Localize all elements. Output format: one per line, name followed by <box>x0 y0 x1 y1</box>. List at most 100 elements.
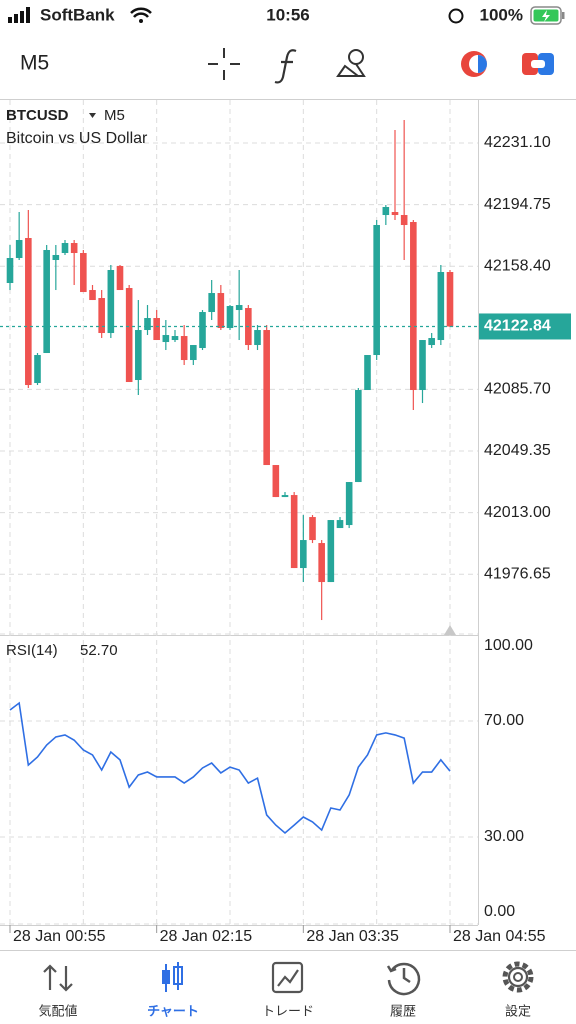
candle-body <box>15 240 23 259</box>
y-tick-label: 42049.35 <box>484 442 551 459</box>
candle-body <box>327 520 335 583</box>
y-tick-label: 42085.70 <box>484 381 551 398</box>
candle-body <box>34 355 41 384</box>
candle-body <box>217 293 225 329</box>
candle-body <box>290 495 298 569</box>
y-tick-label: 0.00 <box>484 903 515 920</box>
candle-body <box>52 255 60 261</box>
lock-icon <box>448 8 464 24</box>
tab-label[interactable]: 履歴 <box>390 1003 416 1018</box>
y-tick-label: 42194.75 <box>484 196 551 213</box>
candle-body <box>410 222 417 391</box>
candle-body <box>364 355 371 391</box>
y-tick-label: 100.00 <box>484 637 533 654</box>
candle-body <box>345 482 353 526</box>
timeframe-button[interactable]: M5 <box>20 52 49 75</box>
y-tick-label: 42231.10 <box>484 134 551 151</box>
candle-body <box>391 212 399 216</box>
candle-body <box>61 243 69 254</box>
chart-timeframe: M5 <box>104 107 125 124</box>
candle-body <box>190 345 197 361</box>
candle-body <box>80 253 87 293</box>
candle-body <box>318 543 325 583</box>
candle-body <box>116 266 124 291</box>
trade-button[interactable] <box>522 53 554 75</box>
candle-body <box>355 390 362 483</box>
candle-body <box>25 238 32 386</box>
candle-body <box>125 288 133 383</box>
signal-bar <box>26 7 30 23</box>
symbol-description: Bitcoin vs US Dollar <box>6 130 148 147</box>
carrier: SoftBank <box>40 5 115 24</box>
candle-body <box>98 298 105 334</box>
x-tick-label: 28 Jan 00:55 <box>13 928 106 945</box>
indicator-value: 52.70 <box>80 642 118 659</box>
candle-body <box>89 290 96 301</box>
candle-body <box>309 517 316 541</box>
candle-body <box>400 215 408 226</box>
y-tick-label: 30.00 <box>484 828 524 845</box>
candle-body <box>199 312 206 349</box>
clock: 10:56 <box>266 5 309 24</box>
charging-icon <box>542 10 550 22</box>
rsi-line <box>9 701 451 834</box>
tab-label[interactable]: チャート <box>147 1003 199 1018</box>
current-price-box <box>479 313 571 340</box>
dropdown-arrow[interactable] <box>89 113 96 118</box>
candle-body <box>254 330 261 346</box>
candle-body <box>144 318 151 331</box>
candle-body <box>281 495 289 498</box>
battery-percent: 100% <box>480 5 523 24</box>
toolbar: M5 <box>20 48 554 84</box>
battery-icon <box>530 6 562 25</box>
candle-body <box>235 305 243 311</box>
candle-body <box>446 272 454 327</box>
y-tick-label: 70.00 <box>484 712 524 729</box>
tab-icon <box>271 961 304 994</box>
chart-frame <box>0 99 576 951</box>
candle-body <box>6 258 14 284</box>
candle-body <box>70 243 78 254</box>
candle-body <box>373 225 380 356</box>
signal-bar <box>20 11 24 23</box>
tab-label[interactable]: トレード <box>262 1003 314 1018</box>
tab-icon <box>386 962 421 996</box>
candle-body <box>171 336 179 341</box>
wifi-icon <box>130 7 152 18</box>
candle-body <box>419 340 426 391</box>
x-tick-label: 28 Jan 03:35 <box>306 928 399 945</box>
tab-label[interactable]: 設定 <box>505 1003 531 1018</box>
candle-body <box>43 250 50 354</box>
candle-body <box>107 270 115 334</box>
battery-icon <box>562 12 565 19</box>
indicator-title: RSI(14) <box>6 642 58 659</box>
current-price-label: 42122.84 <box>484 318 551 335</box>
signal-bar <box>14 14 18 23</box>
tab-label[interactable]: 気配値 <box>38 1003 77 1018</box>
wifi-icon <box>139 19 143 23</box>
candle-body <box>272 465 280 498</box>
plot-layer: 28 Jan 00:55 28 Jan 02:15 28 Jan 03:35 28 J… <box>0 100 571 945</box>
y-tick-label: 41976.65 <box>484 565 551 582</box>
objects-button[interactable] <box>336 49 366 77</box>
tab-icon <box>502 961 534 993</box>
x-tick-label: 28 Jan 04:55 <box>453 928 546 945</box>
candle-body <box>208 293 215 313</box>
tab-bar <box>43 961 534 996</box>
candle-body <box>226 306 234 329</box>
candle-body <box>263 330 270 466</box>
panel-resize-handle[interactable] <box>444 625 456 635</box>
y-tick-label: 42013.00 <box>484 504 551 521</box>
candle-body <box>428 338 435 346</box>
y-tick-label: 42158.40 <box>484 257 551 274</box>
candle-body <box>382 207 390 216</box>
tab-icon <box>162 962 183 992</box>
crosshair-button[interactable] <box>208 48 240 80</box>
indicators-button[interactable] <box>274 49 297 84</box>
one-click-trading-button[interactable] <box>461 51 487 77</box>
status-bar: SoftBank 10:56 100% <box>8 5 565 25</box>
candle-body <box>180 336 188 361</box>
candle-body <box>162 335 170 343</box>
symbol: BTCUSD <box>6 107 69 124</box>
